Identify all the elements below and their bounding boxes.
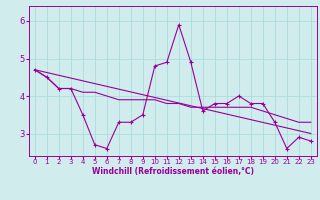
X-axis label: Windchill (Refroidissement éolien,°C): Windchill (Refroidissement éolien,°C) (92, 167, 254, 176)
